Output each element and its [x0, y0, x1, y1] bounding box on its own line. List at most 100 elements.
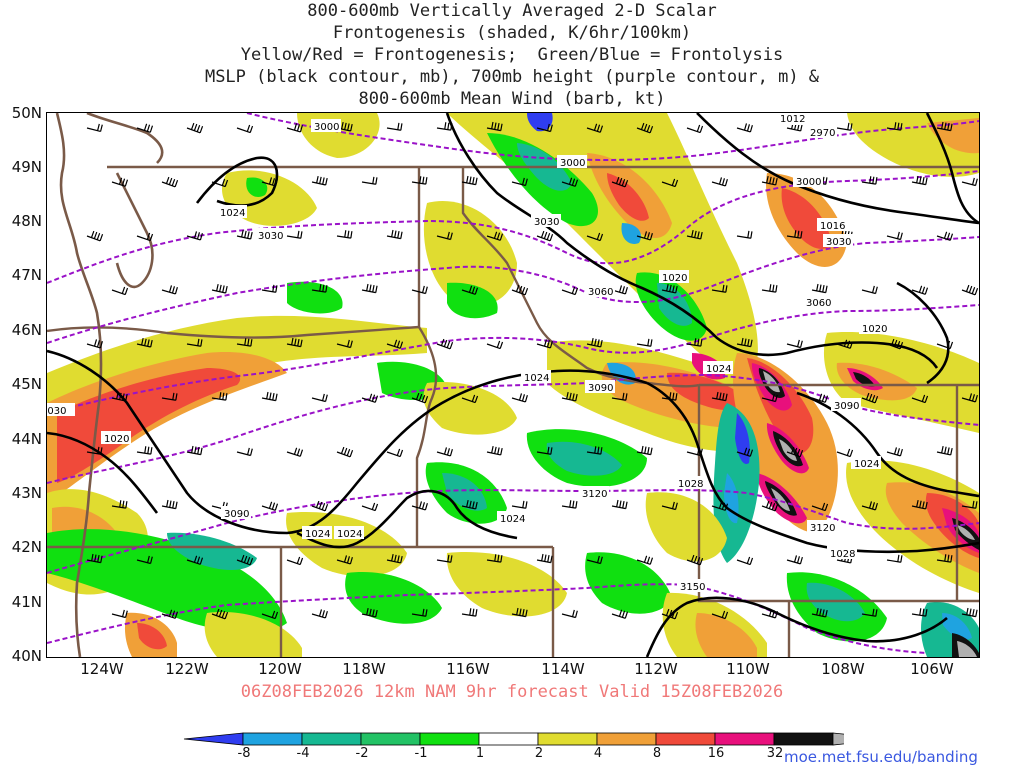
border-or-id: [415, 326, 438, 547]
wind-barb: [236, 338, 253, 347]
label-bg: [334, 526, 364, 539]
wind-barb: [211, 392, 228, 401]
shade-black: [853, 372, 875, 387]
coast-puget-sound: [115, 172, 154, 289]
height-label: 3000: [796, 177, 821, 188]
lat-label: 44N: [11, 430, 42, 448]
label-bg: [675, 476, 705, 489]
wind-barb: [911, 175, 928, 186]
wind-barb: [186, 555, 204, 565]
height-label: 3090: [224, 509, 249, 520]
lon-label: 108W: [821, 660, 865, 678]
wind-barb: [336, 555, 353, 565]
mslp-label: 1020: [104, 434, 129, 445]
shade-green: [585, 552, 672, 614]
wind-barb: [786, 555, 803, 565]
wind-barb: [836, 448, 854, 458]
height-label: 3000: [560, 158, 585, 169]
wind-barb: [886, 231, 903, 241]
wind-barb: [686, 338, 703, 347]
source-link[interactable]: moe.met.fsu.edu/banding: [784, 748, 978, 766]
lat-label: 41N: [11, 593, 42, 611]
mslp-label: 1024: [524, 373, 549, 384]
wind-barb: [461, 175, 478, 186]
wind-barb: [236, 124, 254, 134]
wind-barb: [411, 285, 428, 295]
shade-blue: [527, 113, 553, 132]
map-panel: 1024 1016 1020 1020 1024 1024 1020 1024 …: [46, 112, 980, 658]
height-label: 3030: [258, 231, 283, 242]
shade-blue: [735, 413, 750, 464]
shade-green: [447, 282, 498, 319]
mslp-contour-labels: 1024 1016 1020 1020 1024 1024 1020 1024 …: [101, 113, 889, 560]
wind-barb: [411, 501, 428, 511]
wind-barb: [261, 391, 278, 402]
label-bg: [803, 295, 833, 308]
shade-yellow: [423, 201, 517, 307]
mslp-contour: [195, 156, 279, 207]
wind-barbs: [86, 121, 979, 620]
wind-barb: [911, 500, 928, 510]
border-id-ut-wy: [697, 385, 789, 603]
mslp-label: 1024: [220, 208, 245, 219]
shade-red: [607, 173, 649, 221]
label-bg: [777, 113, 807, 125]
shade-green: [287, 281, 343, 314]
legend-swatch: [655, 732, 716, 746]
height-label: 3030: [826, 237, 851, 248]
forecast-valid-line: 06Z08FEB2026 12km NAM 9hr forecast Valid…: [240, 682, 784, 702]
wind-barb: [336, 339, 353, 349]
height-label: 3060: [588, 287, 613, 298]
shade-green: [345, 572, 442, 624]
wind-barb: [761, 284, 778, 293]
wind-barb: [461, 608, 478, 617]
wind-barb: [461, 285, 479, 295]
chart-title: 800-600mb Vertically Averaged 2-D Scalar…: [0, 0, 1024, 110]
wind-barb: [761, 609, 778, 619]
wind-barb: [111, 177, 129, 187]
wind-barb: [811, 502, 829, 512]
wind-barb: [236, 230, 253, 240]
wind-barb: [811, 608, 828, 618]
legend-swatch: [183, 732, 244, 746]
legend-swatch: [773, 732, 834, 746]
legend-label: -8: [237, 746, 251, 761]
wind-barb: [311, 176, 328, 186]
wind-barb: [736, 447, 754, 457]
wind-barb: [586, 232, 604, 242]
label-bg: [585, 284, 615, 297]
wind-barb: [486, 446, 503, 456]
height-label: 3120: [810, 523, 835, 534]
wind-barb: [586, 446, 603, 455]
lat-label: 40N: [11, 647, 42, 665]
wind-barb: [586, 123, 604, 133]
wind-barb: [936, 340, 954, 350]
wind-barb: [661, 284, 678, 294]
legend-label: 1: [475, 746, 485, 761]
wind-barb: [286, 447, 304, 457]
mslp-contour: [696, 113, 979, 225]
wind-barb: [436, 447, 453, 457]
wind-barb: [886, 122, 903, 131]
wind-barb: [386, 122, 403, 131]
shade-yellow: [645, 492, 727, 562]
wind-barb: [961, 393, 978, 403]
label-bg: [302, 526, 332, 539]
lon-label: 122W: [165, 660, 209, 678]
wind-barb: [561, 392, 578, 402]
wind-barb: [736, 123, 753, 133]
legend-swatch: [360, 732, 421, 746]
shade-blue: [942, 613, 972, 640]
height-contour-labels: 3000 2970 3000 3000 3030 3030 3030 3060 …: [47, 119, 861, 593]
label-bg: [47, 403, 75, 416]
wind-barb: [836, 339, 854, 349]
wind-barb: [761, 393, 778, 403]
title-line-4: MSLP (black contour, mb), 700mb height (…: [204, 67, 820, 87]
mslp-contour: [47, 431, 159, 514]
wind-barb: [336, 122, 353, 132]
wind-barb: [586, 555, 603, 565]
legend-swatch: [301, 732, 362, 746]
wind-barb: [936, 554, 953, 563]
shade-orange: [601, 362, 756, 428]
coast-pacific: [55, 113, 103, 657]
